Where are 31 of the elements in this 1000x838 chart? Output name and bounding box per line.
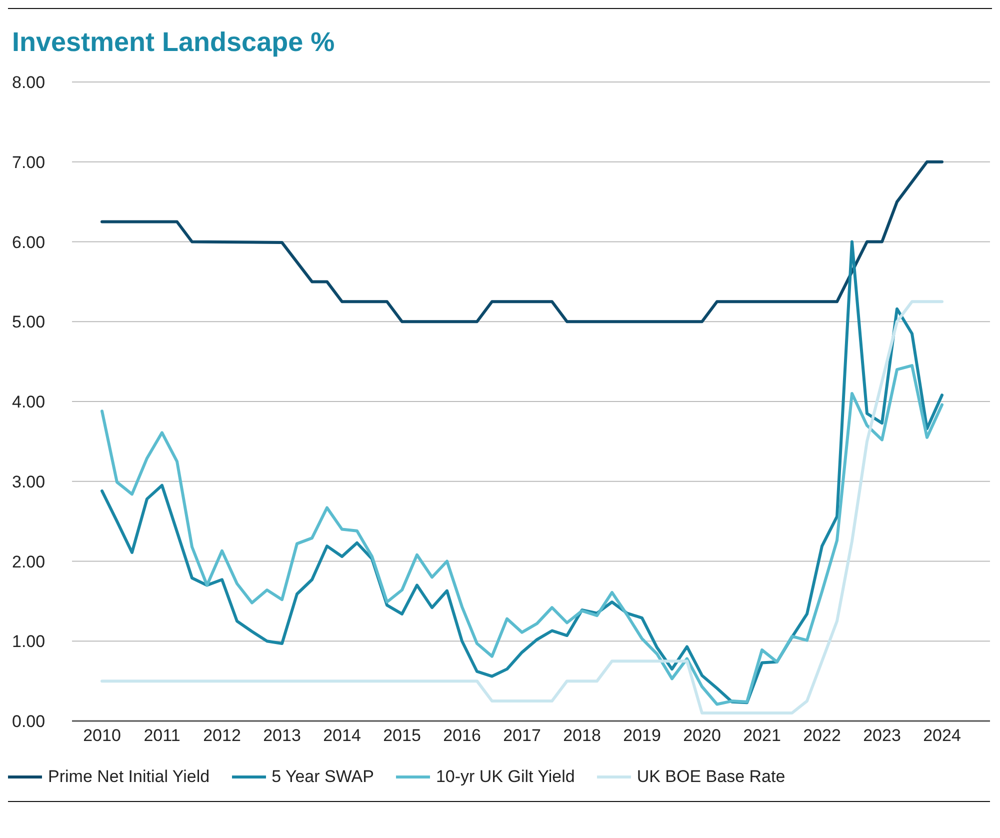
x-tick-label: 2012 xyxy=(203,726,241,746)
x-tick-label: 2011 xyxy=(144,726,180,746)
x-tick-label: 2024 xyxy=(923,726,961,746)
x-tick-label: 2018 xyxy=(563,726,601,746)
y-tick-label: 6.00 xyxy=(12,232,46,252)
line-series xyxy=(100,364,944,706)
x-tick-label: 2019 xyxy=(623,726,661,746)
y-tick-label: 4.00 xyxy=(12,392,46,412)
y-tick-label: 3.00 xyxy=(12,472,46,492)
legend-label: 5 Year SWAP xyxy=(272,767,374,787)
x-tick-label: 2017 xyxy=(503,726,541,746)
legend-label: 10-yr UK Gilt Yield xyxy=(436,767,575,787)
x-tick-label: 2013 xyxy=(263,726,301,746)
x-tick-label: 2016 xyxy=(443,726,481,746)
x-tick-label: 2010 xyxy=(83,726,121,746)
y-tick-label: 1.00 xyxy=(12,632,46,652)
x-tick-label: 2023 xyxy=(863,726,901,746)
y-tick-label: 8.00 xyxy=(12,73,46,92)
x-tick-label: 2021 xyxy=(743,726,781,746)
y-tick-label: 7.00 xyxy=(12,152,46,172)
x-tick-label: 2014 xyxy=(323,726,361,746)
x-tick-label: 2020 xyxy=(683,726,721,746)
chart-title: Investment Landscape % xyxy=(12,27,336,58)
y-tick-label: 2.00 xyxy=(12,552,46,572)
y-tick-label: 5.00 xyxy=(12,312,46,332)
legend-label: UK BOE Base Rate xyxy=(636,767,786,787)
x-tick-label: 2015 xyxy=(383,726,421,746)
x-tick-label: 2022 xyxy=(803,726,841,746)
y-tick-label: 0.00 xyxy=(12,712,46,731)
legend-label: Prime Net Initial Yield xyxy=(48,767,210,787)
line-series xyxy=(100,160,944,324)
